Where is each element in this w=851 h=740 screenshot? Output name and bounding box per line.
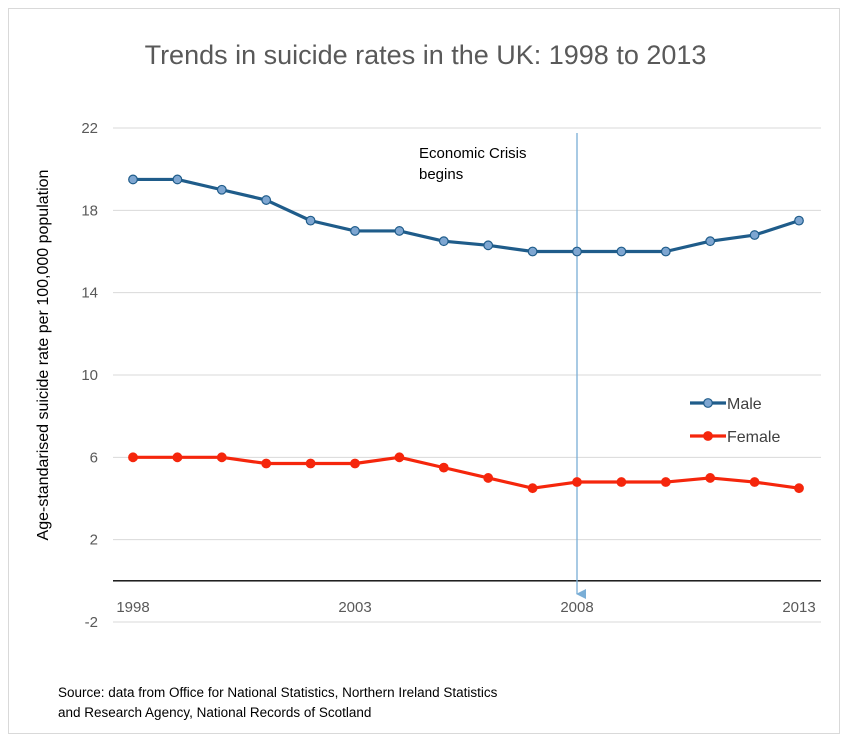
legend-label-male: Male: [727, 396, 762, 413]
gridlines: [113, 127, 821, 623]
data-point-male: [572, 246, 582, 257]
data-point-male: [261, 195, 272, 205]
x-tick-label: 1998: [116, 599, 149, 616]
y-tick-label: 22: [81, 120, 98, 137]
data-point-female: [128, 452, 138, 463]
data-point-male: [660, 246, 671, 257]
y-tick-label: 14: [81, 285, 98, 302]
x-tick-label: 2013: [782, 599, 815, 616]
data-point-female: [660, 477, 671, 487]
crisis-annotation: Economic Crisis begins: [419, 143, 549, 185]
data-point-female: [172, 452, 183, 463]
source-line2: and Research Agency, National Records of…: [58, 705, 372, 720]
data-point-female: [794, 483, 804, 494]
data-point-male: [527, 246, 538, 257]
data-point-female: [394, 452, 405, 463]
series-lines: [128, 174, 804, 494]
data-point-male: [749, 230, 760, 240]
series-male: [128, 174, 804, 257]
legend: Male Female: [690, 396, 780, 446]
x-tick-label: 2008: [560, 599, 593, 616]
data-point-male: [216, 184, 227, 195]
data-point-female: [216, 452, 227, 463]
data-point-female: [305, 458, 316, 469]
data-point-male: [394, 226, 405, 236]
data-point-male: [705, 236, 716, 247]
data-point-female: [261, 458, 272, 469]
series-line-male: [133, 177, 800, 254]
chart-title: Trends in suicide rates in the UK: 1998 …: [144, 40, 707, 70]
y-tick-label: 2: [90, 532, 98, 549]
legend-marker-male: [703, 398, 713, 408]
legend-label-female: Female: [727, 429, 780, 446]
data-point-male: [128, 174, 138, 185]
data-point-female: [527, 483, 538, 494]
data-point-female: [350, 458, 360, 469]
x-tick-label: 2003: [338, 599, 371, 616]
data-point-female: [705, 473, 716, 483]
data-point-male: [305, 215, 316, 226]
series-female: [128, 452, 804, 494]
crisis-annotation-line1: Economic Crisis: [419, 145, 527, 162]
data-point-male: [172, 174, 183, 185]
data-point-male: [616, 246, 627, 257]
source-line1: Source: data from Office for National St…: [58, 685, 498, 700]
data-point-male: [438, 236, 449, 247]
y-tick-label: 10: [81, 367, 98, 384]
y-tick-labels: -2 2 6 10 14 18 22: [81, 120, 98, 631]
data-point-male: [350, 226, 360, 236]
x-tick-labels: 1998 2003 2008 2013: [116, 599, 815, 616]
series-line-female: [133, 455, 800, 490]
y-tick-label: 6: [90, 449, 98, 466]
data-point-female: [483, 473, 494, 483]
data-point-male: [794, 215, 804, 226]
y-tick-label: 18: [81, 202, 98, 219]
data-point-female: [438, 462, 449, 473]
legend-marker-female: [703, 431, 713, 441]
data-point-female: [616, 477, 627, 487]
data-point-male: [483, 240, 494, 251]
data-point-female: [572, 477, 582, 487]
data-point-female: [749, 477, 760, 487]
y-tick-label: -2: [85, 614, 98, 631]
crisis-annotation-line2: begins: [419, 166, 464, 183]
chart-frame: [8, 8, 840, 734]
source-note: Source: data from Office for National St…: [58, 683, 678, 723]
